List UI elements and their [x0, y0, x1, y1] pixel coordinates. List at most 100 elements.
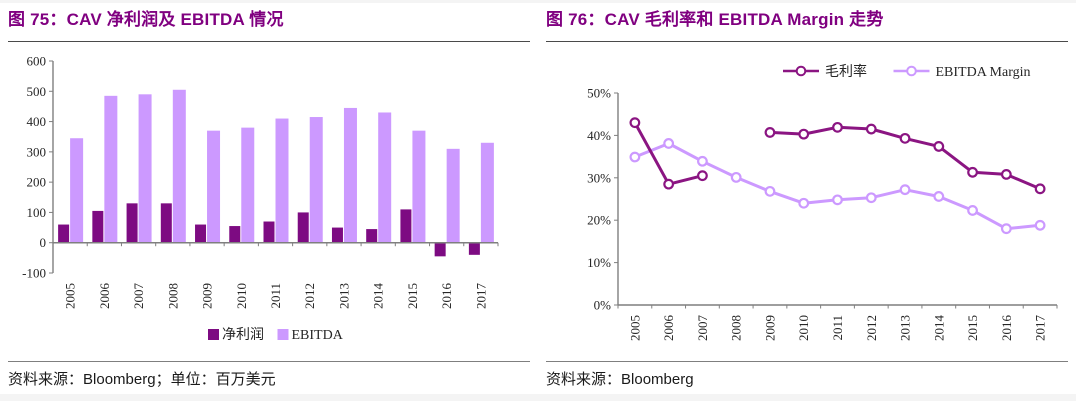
data-point-2016 [1000, 169, 1012, 180]
legend-marker [795, 65, 807, 77]
data-point-2006 [663, 138, 675, 149]
data-point-2014 [933, 191, 945, 202]
data-point-2016 [1000, 223, 1012, 235]
svg-text:2012: 2012 [302, 283, 317, 309]
bar-2011 [275, 118, 289, 243]
svg-text:2016: 2016 [999, 315, 1014, 342]
svg-text:200: 200 [27, 175, 47, 190]
svg-text:2006: 2006 [97, 283, 112, 310]
data-point-2017 [1034, 219, 1046, 231]
data-point-2006 [663, 178, 675, 190]
legend-marker [906, 65, 917, 77]
line-series-1 [629, 138, 1046, 235]
source-label: 资料来源： [546, 372, 622, 388]
svg-text:2009: 2009 [762, 315, 777, 341]
data-point-2008 [730, 171, 742, 183]
legend: 净利润 EBITDA [208, 327, 344, 343]
bar-2009 [195, 224, 207, 243]
svg-text:40%: 40% [587, 128, 611, 143]
source-name: Bloomberg [621, 371, 694, 388]
svg-text:2011: 2011 [268, 283, 283, 309]
svg-text:2011: 2011 [830, 315, 845, 341]
bar-2017 [480, 142, 494, 243]
figure-76-title: 图 76：CAV 毛利率和 EBITDA Margin 走势 [546, 3, 1068, 42]
data-point-2017 [1034, 183, 1046, 195]
data-point-2005 [629, 151, 641, 163]
data-point-2005 [629, 117, 641, 129]
data-point-2010 [798, 128, 810, 140]
bar-2014 [366, 229, 378, 243]
x-axis-labels: 2005 2006 2007 2008 2009 2010 2011 2012 2013 2014… [63, 283, 489, 310]
data-point-2010 [798, 197, 810, 209]
bar-series-1 [70, 89, 494, 243]
data-point-2013 [899, 132, 911, 144]
bar-series-0 [58, 203, 480, 257]
figure-75-title: 图 75：CAV 净利润及 EBITDA 情况 [8, 3, 530, 42]
page-bottom-edge [0, 394, 1076, 401]
source-unit: ；单位：百万美元 [155, 372, 276, 388]
legend: 毛利率 EBITDA Margin [783, 63, 1031, 80]
data-point-2012 [865, 123, 877, 135]
bar-2013 [331, 227, 343, 243]
data-point-2011 [832, 121, 843, 133]
bar-2007 [126, 203, 138, 243]
data-point-2013 [899, 184, 911, 196]
data-point-2015 [967, 166, 978, 178]
svg-text:2013: 2013 [336, 283, 351, 309]
svg-text:2017: 2017 [1033, 314, 1048, 341]
data-point-2011 [832, 194, 843, 206]
x-axis-labels: 2005 2006 2007 2008 2009 2010 2011 2012 2013 2014… [627, 314, 1047, 341]
figure-75-panel: 图 75：CAV 净利润及 EBITDA 情况 600 500 400 300 200 1… [8, 3, 530, 389]
bar-2005 [70, 138, 84, 243]
svg-text:2010: 2010 [796, 315, 811, 341]
bar-2017 [468, 242, 480, 255]
svg-text:500: 500 [27, 84, 47, 99]
svg-text:2007: 2007 [131, 283, 146, 310]
svg-text:600: 600 [27, 54, 47, 69]
legend-label: 净利润 [222, 327, 264, 343]
data-point-2014 [933, 141, 945, 152]
data-point-2009 [764, 127, 776, 138]
legend-swatch [277, 329, 289, 340]
svg-text:20%: 20% [587, 213, 611, 228]
data-point-2007 [697, 170, 708, 182]
svg-text:10%: 10% [587, 255, 611, 270]
legend-label: EBITDA [292, 328, 344, 343]
bar-2012 [297, 212, 309, 243]
svg-text:2005: 2005 [63, 283, 78, 309]
svg-text:400: 400 [27, 114, 47, 129]
svg-text:2012: 2012 [864, 315, 879, 341]
bar-2015 [400, 209, 412, 243]
line-chart-svg: 50% 40% 30% 20% 10% 0% 2005 2006 2007 2008 2009 201… [587, 63, 1058, 341]
legend-label: EBITDA Margin [936, 65, 1031, 80]
svg-text:2013: 2013 [898, 315, 913, 341]
bar-2014 [378, 112, 392, 243]
svg-text:2009: 2009 [200, 283, 215, 309]
svg-text:100: 100 [27, 205, 47, 220]
y-axis: 600 500 400 300 200 100 0 -100 [22, 54, 54, 281]
line-series-0 [629, 117, 1046, 195]
svg-text:0: 0 [40, 235, 47, 250]
svg-text:2008: 2008 [729, 315, 744, 341]
source-label: 资料来源： [8, 372, 84, 388]
net-profit-ebitda-bar-chart: 600 500 400 300 200 100 0 -100 2005 2006 2007 2008 2… [8, 45, 530, 357]
bar-2016 [434, 242, 446, 257]
svg-text:2010: 2010 [234, 283, 249, 309]
legend-label: 毛利率 [825, 63, 867, 80]
bar-2007 [138, 94, 152, 243]
svg-text:30%: 30% [587, 170, 611, 185]
page-top-edge [0, 0, 1076, 3]
svg-text:50%: 50% [587, 86, 611, 101]
x-axis [617, 304, 1058, 309]
svg-text:0%: 0% [594, 298, 612, 313]
svg-text:2014: 2014 [371, 283, 386, 310]
svg-text:2008: 2008 [165, 283, 180, 309]
data-point-2009 [764, 185, 776, 197]
svg-text:2017: 2017 [473, 283, 488, 310]
figure-75-source: 资料来源：Bloomberg；单位：百万美元 [8, 361, 530, 389]
svg-text:-100: -100 [22, 266, 46, 281]
margin-trend-line-chart: 50% 40% 30% 20% 10% 0% 2005 2006 2007 2008 2009 201… [546, 45, 1068, 357]
y-axis: 50% 40% 30% 20% 10% 0% [587, 86, 619, 313]
bar-2006 [104, 95, 118, 243]
